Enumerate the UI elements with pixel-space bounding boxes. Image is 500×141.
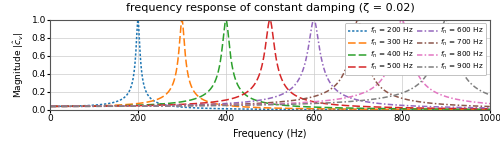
$f_n$ = 500 Hz [397, 107, 403, 108]
$f_n$ = 400 Hz [397, 108, 403, 110]
$f_n$ = 700 Hz [48, 105, 54, 107]
$f_n$ = 200 Hz [206, 108, 212, 109]
$f_n$ = 900 Hz [443, 19, 449, 21]
Line: $f_n$ = 400 Hz: $f_n$ = 400 Hz [50, 20, 490, 109]
Title: frequency response of constant damping (ζ = 0.02): frequency response of constant damping (… [126, 3, 414, 13]
Line: $f_n$ = 600 Hz: $f_n$ = 600 Hz [50, 20, 490, 108]
$f_n$ = 200 Hz [374, 109, 380, 111]
$f_n$ = 500 Hz [487, 108, 493, 110]
$f_n$ = 700 Hz [355, 19, 361, 21]
$f_n$ = 400 Hz [374, 108, 380, 109]
$f_n$ = 300 Hz [48, 105, 54, 107]
$f_n$ = 900 Hz [206, 105, 212, 106]
$f_n$ = 700 Hz [397, 97, 403, 99]
$f_n$ = 600 Hz [206, 103, 212, 105]
X-axis label: Frequency (Hz): Frequency (Hz) [233, 129, 307, 139]
$f_n$ = 600 Hz [327, 81, 333, 83]
$f_n$ = 700 Hz [374, 81, 380, 83]
$f_n$ = 900 Hz [374, 98, 380, 100]
$f_n$ = 800 Hz [48, 105, 54, 107]
$f_n$ = 200 Hz [70, 105, 75, 107]
$f_n$ = 400 Hz [308, 106, 314, 108]
$f_n$ = 400 Hz [223, 19, 229, 21]
$f_n$ = 300 Hz [487, 109, 493, 110]
$f_n$ = 300 Hz [397, 109, 403, 110]
Legend: $f_n$ = 200 Hz, $f_n$ = 300 Hz, $f_n$ = 400 Hz, $f_n$ = 500 Hz, $f_n$ = 600 Hz, : $f_n$ = 200 Hz, $f_n$ = 300 Hz, $f_n$ = … [345, 23, 486, 75]
$f_n$ = 400 Hz [487, 108, 493, 110]
$f_n$ = 500 Hz [267, 19, 273, 21]
$f_n$ = 200 Hz [48, 105, 54, 107]
$f_n$ = 900 Hz [308, 103, 314, 104]
$f_n$ = 700 Hz [487, 106, 493, 107]
$f_n$ = 200 Hz [308, 109, 314, 110]
$f_n$ = 400 Hz [206, 89, 212, 91]
$f_n$ = 500 Hz [374, 106, 380, 108]
$f_n$ = 700 Hz [70, 105, 75, 107]
$f_n$ = 600 Hz [311, 19, 317, 21]
$f_n$ = 500 Hz [206, 102, 212, 103]
$f_n$ = 500 Hz [70, 105, 75, 107]
Line: $f_n$ = 900 Hz: $f_n$ = 900 Hz [50, 20, 490, 106]
$f_n$ = 300 Hz [374, 108, 380, 110]
$f_n$ = 900 Hz [397, 93, 403, 95]
$f_n$ = 200 Hz [487, 109, 493, 111]
$f_n$ = 900 Hz [487, 94, 493, 96]
$f_n$ = 600 Hz [308, 33, 314, 35]
$f_n$ = 800 Hz [397, 23, 403, 24]
Line: $f_n$ = 200 Hz: $f_n$ = 200 Hz [50, 20, 490, 110]
$f_n$ = 800 Hz [399, 19, 405, 21]
$f_n$ = 800 Hz [487, 103, 493, 104]
$f_n$ = 300 Hz [206, 101, 212, 103]
$f_n$ = 800 Hz [206, 105, 212, 106]
$f_n$ = 800 Hz [70, 105, 75, 107]
$f_n$ = 200 Hz [327, 109, 333, 110]
$f_n$ = 200 Hz [135, 19, 141, 21]
$f_n$ = 800 Hz [308, 101, 314, 103]
Line: $f_n$ = 700 Hz: $f_n$ = 700 Hz [50, 20, 490, 106]
$f_n$ = 600 Hz [374, 102, 380, 104]
$f_n$ = 900 Hz [326, 102, 332, 104]
$f_n$ = 300 Hz [179, 19, 185, 21]
$f_n$ = 800 Hz [374, 84, 380, 86]
$f_n$ = 400 Hz [48, 105, 54, 107]
$f_n$ = 500 Hz [308, 100, 314, 102]
$f_n$ = 600 Hz [487, 107, 493, 109]
Line: $f_n$ = 500 Hz: $f_n$ = 500 Hz [50, 20, 490, 109]
$f_n$ = 700 Hz [206, 104, 212, 106]
$f_n$ = 800 Hz [326, 99, 332, 101]
$f_n$ = 500 Hz [48, 105, 54, 107]
Y-axis label: Magnitude |$\hat{c}_v$|: Magnitude |$\hat{c}_v$| [12, 32, 26, 98]
Line: $f_n$ = 300 Hz: $f_n$ = 300 Hz [50, 20, 490, 110]
$f_n$ = 400 Hz [327, 107, 333, 108]
$f_n$ = 400 Hz [70, 105, 75, 107]
$f_n$ = 200 Hz [397, 109, 403, 111]
$f_n$ = 300 Hz [308, 108, 314, 110]
$f_n$ = 300 Hz [70, 105, 75, 107]
$f_n$ = 900 Hz [70, 105, 75, 107]
$f_n$ = 600 Hz [48, 105, 54, 107]
$f_n$ = 700 Hz [326, 89, 332, 91]
$f_n$ = 600 Hz [70, 105, 75, 107]
Line: $f_n$ = 800 Hz: $f_n$ = 800 Hz [50, 20, 490, 106]
$f_n$ = 500 Hz [327, 103, 333, 105]
$f_n$ = 300 Hz [327, 108, 333, 110]
$f_n$ = 900 Hz [48, 105, 54, 107]
$f_n$ = 700 Hz [308, 97, 314, 98]
$f_n$ = 600 Hz [397, 104, 403, 106]
